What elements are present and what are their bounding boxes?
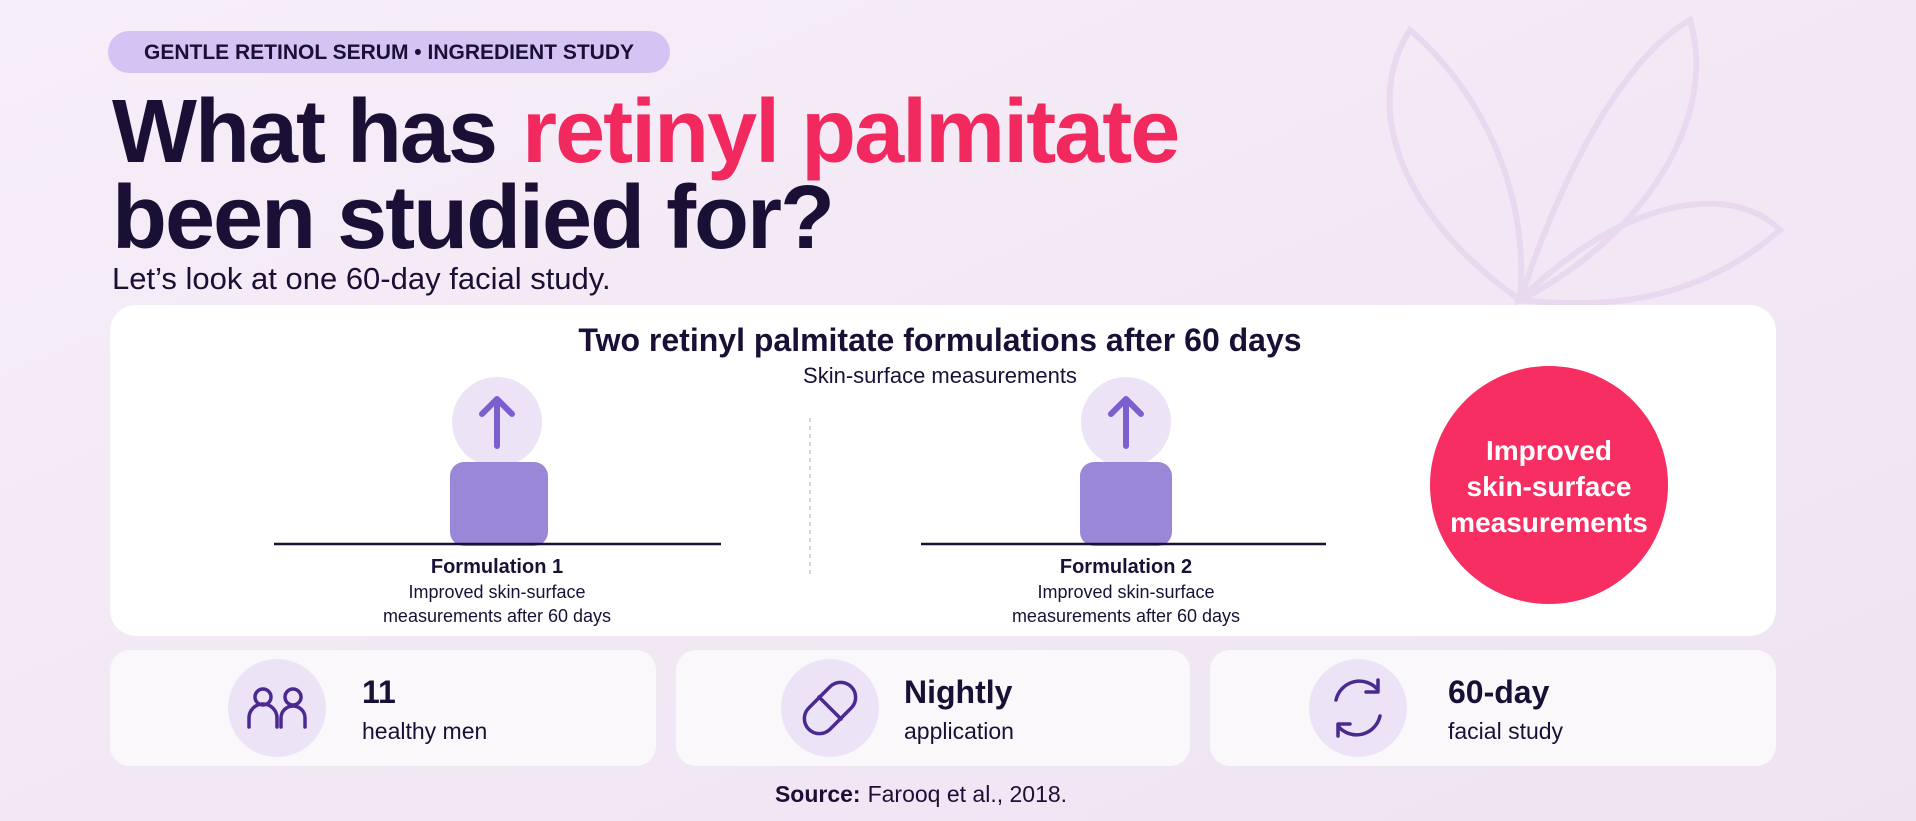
title-lead: What has bbox=[112, 82, 496, 182]
title-line-2: been studied for? bbox=[112, 168, 833, 268]
formulation-label: Formulation 2 bbox=[1060, 556, 1192, 578]
formulation-label: Formulation 1 bbox=[431, 556, 563, 578]
formulation-description: Improved skin-surface bbox=[1037, 582, 1214, 602]
source-label: Source: bbox=[775, 781, 861, 807]
card-title: Two retinyl palmitate formulations after… bbox=[578, 322, 1301, 358]
title-line-1: What has retinyl palmitate bbox=[112, 82, 1178, 182]
stat-label: application bbox=[904, 718, 1014, 744]
stat-value: Nightly bbox=[904, 674, 1013, 710]
stat-card: Nightly application bbox=[676, 650, 1190, 766]
refresh-icon bbox=[1334, 678, 1382, 738]
tag: GENTLE RETINOL SERUM • INGREDIENT STUDY bbox=[144, 41, 634, 64]
decor-leaves bbox=[1386, 15, 1785, 307]
tag-pill bbox=[108, 31, 670, 73]
icon-circle bbox=[1309, 659, 1407, 757]
formulation-description: measurements after 60 days bbox=[1012, 606, 1240, 626]
stat-label: facial study bbox=[1448, 718, 1564, 744]
subtitle: Let’s look at one 60-day facial study. bbox=[112, 261, 611, 296]
up-arrow bbox=[479, 396, 515, 449]
icon-circle bbox=[228, 659, 326, 757]
study-card bbox=[110, 305, 1776, 636]
people-icon bbox=[247, 687, 307, 729]
stat-value: 11 bbox=[362, 674, 396, 710]
formulation-panel: Formulation 2 Improved skin-surface meas… bbox=[921, 377, 1326, 626]
card-subtitle: Skin-surface measurements bbox=[803, 363, 1077, 388]
stat-card: 60-day facial study bbox=[1210, 650, 1776, 766]
title-highlight: retinyl palmitate bbox=[522, 82, 1178, 182]
stat-card: 11 healthy men bbox=[110, 650, 656, 766]
result-badge bbox=[1430, 366, 1668, 604]
badge-text: skin-surface bbox=[1467, 471, 1632, 502]
stat-label: healthy men bbox=[362, 718, 487, 744]
badge-text: Improved bbox=[1486, 435, 1612, 466]
formulation-description: Improved skin-surface bbox=[408, 582, 585, 602]
bar bbox=[1080, 462, 1172, 546]
bar bbox=[450, 462, 548, 546]
formulation-description: measurements after 60 days bbox=[383, 606, 611, 626]
up-arrow bbox=[1108, 396, 1144, 449]
stat-value: 60-day bbox=[1448, 674, 1550, 710]
source: Source: Farooq et al., 2018. bbox=[775, 781, 1067, 807]
source-text: Farooq et al., 2018. bbox=[868, 781, 1067, 807]
formulation-panel: Formulation 1 Improved skin-surface meas… bbox=[274, 377, 721, 626]
capsule-icon bbox=[802, 680, 858, 736]
badge-text: measurements bbox=[1450, 507, 1648, 538]
